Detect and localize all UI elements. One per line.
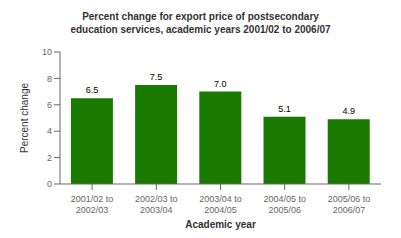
svg-text:4.9: 4.9 (342, 106, 355, 116)
svg-text:2002/03 to2003/04: 2002/03 to2003/04 (135, 194, 178, 215)
svg-text:Percent change: Percent change (19, 83, 30, 153)
svg-text:7.0: 7.0 (214, 79, 227, 89)
svg-text:8: 8 (47, 74, 52, 84)
svg-text:5.1: 5.1 (278, 104, 291, 114)
html-text:Percent change for export pric: Percent change for export price of posts… (82, 11, 319, 22)
svg-text:Academic year: Academic year (185, 219, 256, 230)
svg-text:2004/05 to2005/06: 2004/05 to2005/06 (263, 194, 306, 215)
svg-text:2003/04 to2004/05: 2003/04 to2004/05 (199, 194, 242, 215)
svg-text:4: 4 (47, 126, 52, 136)
svg-text:2: 2 (47, 153, 52, 163)
svg-text:2001/02 to2002/03: 2001/02 to2002/03 (71, 194, 114, 215)
svg-text:7.5: 7.5 (150, 72, 163, 82)
html-text:education services, academic y: education services, academic years 2001/… (70, 24, 331, 35)
svg-text:2005/06 to2006/07: 2005/06 to2006/07 (328, 194, 371, 215)
svg-text:6: 6 (47, 100, 52, 110)
svg-text:6.5: 6.5 (86, 85, 99, 95)
svg-text:10: 10 (42, 47, 52, 57)
svg-text:0: 0 (47, 179, 52, 189)
